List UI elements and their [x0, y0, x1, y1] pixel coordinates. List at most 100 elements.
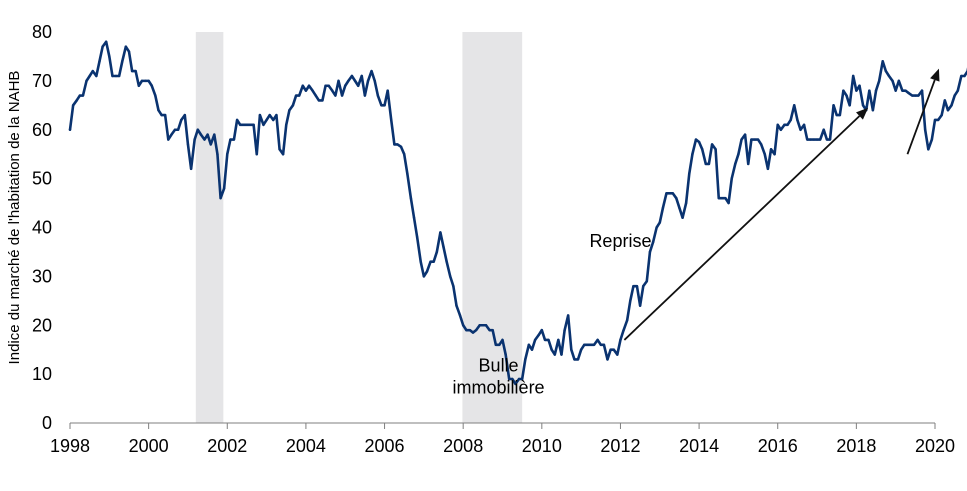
data-point: [281, 152, 285, 156]
data-point: [294, 94, 298, 97]
data-point: [170, 133, 173, 136]
data-point: [340, 94, 344, 97]
data-point: [291, 104, 295, 107]
data-point: [376, 94, 380, 97]
data-point: [275, 113, 278, 117]
data-point: [533, 338, 537, 342]
data-point: [848, 104, 851, 107]
data-point: [622, 328, 625, 332]
data-point: [730, 177, 733, 180]
data-point: [130, 69, 134, 73]
data-point: [720, 196, 724, 200]
x-tick-label: 2010: [522, 436, 562, 456]
data-point: [671, 192, 674, 195]
data-point: [235, 118, 239, 122]
x-tick-label: 2018: [836, 436, 876, 456]
data-point: [616, 353, 619, 356]
data-point: [226, 152, 229, 156]
data-point: [769, 148, 773, 151]
data-point: [632, 284, 635, 288]
data-point: [747, 162, 750, 166]
data-point: [750, 138, 753, 141]
data-point: [258, 113, 262, 117]
data-point: [540, 328, 544, 332]
data-point: [930, 138, 934, 141]
data-point: [432, 260, 435, 263]
data-point: [724, 196, 727, 200]
data-point: [734, 162, 737, 166]
data-point: [406, 172, 409, 175]
trend-arrows: [623, 68, 940, 341]
data-point: [298, 94, 301, 97]
data-point: [651, 240, 655, 244]
data-point: [756, 138, 760, 141]
data-point: [265, 118, 268, 122]
data-point: [262, 123, 265, 127]
data-point: [884, 69, 888, 73]
data-point: [445, 260, 448, 263]
data-point: [658, 221, 661, 224]
data-point: [553, 353, 556, 356]
recession-band: [195, 32, 224, 423]
data-point: [779, 128, 783, 131]
data-point: [793, 104, 796, 107]
data-point: [681, 216, 684, 219]
data-point: [344, 84, 347, 87]
data-point: [812, 138, 816, 141]
data-point: [75, 99, 78, 102]
x-tick-label: 2012: [600, 436, 640, 456]
data-point: [491, 328, 494, 332]
data-point: [776, 123, 779, 127]
data-point: [963, 74, 966, 78]
data-point: [635, 284, 639, 288]
data-point: [766, 167, 770, 171]
data-point: [353, 79, 357, 83]
data-point: [327, 84, 330, 87]
data-point: [396, 143, 399, 146]
data-point: [796, 118, 799, 122]
y-tick-label: 20: [32, 315, 52, 335]
x-tick-label: 2004: [286, 436, 326, 456]
data-point: [478, 324, 481, 327]
data-point: [439, 231, 442, 234]
data-point: [818, 138, 822, 141]
data-point: [68, 128, 72, 131]
data-point: [304, 89, 308, 92]
data-point: [337, 79, 340, 83]
recession-bands: [195, 32, 523, 423]
data-point: [550, 348, 553, 351]
data-point: [520, 377, 524, 381]
data-point: [242, 123, 245, 127]
data-point: [822, 128, 825, 131]
data-point: [638, 304, 642, 307]
data-point: [950, 104, 953, 107]
data-point: [576, 358, 580, 361]
data-point: [85, 79, 88, 83]
data-point: [645, 280, 648, 283]
data-point: [688, 172, 691, 175]
data-point: [763, 152, 766, 156]
data-point: [904, 89, 907, 92]
data-point: [481, 324, 485, 327]
recession-band: [462, 32, 523, 423]
data-point: [403, 152, 406, 156]
data-point: [334, 94, 337, 97]
series-layer: [68, 40, 967, 386]
x-tick-label: 2016: [758, 436, 798, 456]
data-point: [802, 123, 806, 127]
data-point: [563, 328, 566, 332]
data-point: [960, 74, 963, 78]
x-tick-label: 2000: [129, 436, 169, 456]
data-point: [606, 358, 609, 361]
x-axis-ticks: 1998 2000 2002 2004 2006 2008 2010 2012 2014 2016…: [50, 423, 955, 456]
data-point: [419, 260, 422, 263]
data-point: [180, 118, 183, 122]
data-point: [789, 118, 792, 122]
data-point: [809, 138, 812, 141]
data-point: [494, 343, 498, 346]
data-point: [524, 358, 527, 361]
data-point: [586, 343, 590, 346]
data-point: [252, 123, 255, 127]
data-point: [704, 162, 707, 166]
